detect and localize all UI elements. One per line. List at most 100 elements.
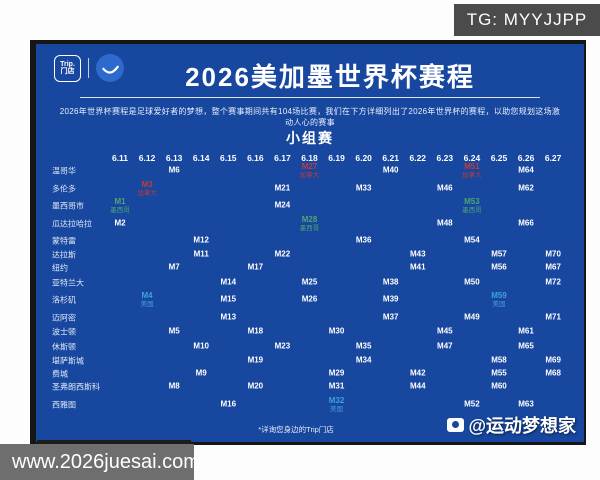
match-cell: M56: [491, 263, 507, 273]
match-label: M33: [355, 183, 372, 193]
footnote: *详询您身边的Trip门店: [258, 425, 334, 434]
match-cell: M41: [410, 263, 426, 273]
match-cell: M8: [168, 381, 180, 392]
date-label: 6.14: [192, 153, 210, 163]
match-cell: M35: [356, 342, 372, 352]
match-label: M21: [274, 183, 291, 193]
city-label: 墨西哥市: [52, 201, 84, 211]
match-cell: M9: [196, 369, 207, 379]
city-label: 费城: [52, 369, 68, 379]
match-label: M19: [247, 355, 264, 365]
match-label: M66: [518, 218, 534, 228]
match-label: M44: [409, 381, 426, 391]
match-label: M65: [518, 341, 534, 351]
match-cell: M47: [437, 342, 453, 352]
match-label: M29: [328, 368, 345, 378]
match-cell: M33: [355, 183, 372, 194]
match-label: M59: [491, 291, 507, 301]
match-label: M8: [168, 381, 180, 391]
match-label: M63: [518, 399, 534, 409]
city-label: 达拉斯: [52, 250, 76, 260]
match-cell: M55: [491, 369, 507, 379]
match-cell: M23: [275, 342, 291, 352]
match-cell: M12: [193, 236, 209, 246]
match-label: M48: [437, 218, 453, 228]
date-label: 6.13: [165, 153, 183, 163]
match-label: M20: [247, 381, 264, 391]
match-cell: M51 加拿大: [462, 162, 482, 179]
date-label: 6.16: [247, 153, 264, 163]
match-label: M42: [409, 368, 426, 378]
match-cell: M70: [545, 250, 561, 260]
match-label: M38: [382, 277, 399, 287]
match-cell: M31: [328, 381, 345, 392]
match-label: M36: [355, 235, 372, 245]
match-cell: M26: [302, 295, 318, 305]
date-label: 6.12: [138, 153, 156, 163]
match-cell: M20: [247, 381, 264, 392]
match-cell: M25: [302, 278, 318, 288]
match-label: M71: [545, 312, 561, 322]
match-label: M31: [328, 381, 345, 391]
match-cell: M16: [220, 399, 237, 410]
url-bar-shadow: [37, 440, 191, 444]
match-cell: M2: [114, 218, 126, 229]
match-cell: M39: [383, 295, 399, 305]
match-cell: M48: [437, 218, 453, 229]
city-label: 波士顿: [52, 327, 76, 337]
match-label: M5: [168, 326, 180, 336]
match-cell: M14: [220, 277, 237, 288]
match-label: M52: [464, 399, 480, 409]
match-cell: M27 加拿大: [299, 162, 320, 179]
match-label: M58: [491, 355, 507, 365]
match-cell: M45: [437, 327, 453, 337]
match-label: M16: [220, 399, 237, 409]
match-cell: M52: [464, 399, 480, 410]
credit-watermark: @运动梦想家: [447, 412, 576, 438]
date-label: 6.21: [382, 153, 399, 163]
url-bar: www.2026juesai.com: [0, 444, 200, 480]
match-cell: M46: [437, 183, 453, 194]
date-label: 6.20: [355, 153, 372, 163]
match-cell: M59 美国: [491, 291, 507, 308]
match-team-label: 美国: [492, 300, 506, 308]
match-label: M64: [518, 165, 534, 175]
match-label: M14: [220, 277, 237, 287]
match-cell: M24: [275, 201, 291, 211]
match-team-label: 加拿大: [462, 171, 482, 179]
match-cell: M19: [247, 355, 264, 366]
match-label: M54: [464, 235, 480, 245]
match-label: M72: [545, 277, 561, 287]
match-cell: M10: [193, 341, 209, 352]
match-cell: M13: [220, 313, 236, 323]
date-label: 6.27: [544, 153, 562, 163]
match-cell: M1 墨西哥: [110, 197, 130, 214]
match-label: M69: [545, 355, 561, 365]
match-cell: M4 美国: [141, 291, 154, 308]
match-team-label: 加拿大: [299, 171, 320, 179]
city-label: 亚特兰大: [52, 278, 84, 288]
date-label: 6.11: [111, 153, 129, 163]
match-label: M50: [464, 277, 480, 287]
match-cell: M71: [545, 312, 561, 323]
match-cell: M40: [383, 166, 399, 176]
city-label: 洛杉矶: [52, 295, 76, 305]
match-label: M43: [409, 249, 426, 259]
match-cell: M67: [545, 263, 561, 273]
match-cell: M42: [409, 368, 426, 379]
match-label: M10: [193, 341, 209, 351]
date-label: 6.22: [409, 153, 427, 163]
match-cell: M32 美国: [329, 396, 345, 413]
trip-badge-text: Trip.: [60, 60, 75, 68]
match-cell: M43: [409, 249, 426, 260]
match-label: M2: [114, 218, 126, 228]
city-label: 瓜达拉哈拉: [52, 219, 92, 229]
stage-label: 小组赛: [286, 130, 334, 146]
tg-watermark-badge: TG: MYYJJPP: [454, 4, 600, 36]
date-label: 6.26: [517, 153, 535, 163]
poster-title: 2026美加墨世界杯赛程: [185, 62, 475, 92]
match-cell: M63: [518, 399, 534, 410]
match-label: M46: [437, 183, 453, 193]
match-cell: M30: [329, 327, 345, 337]
match-cell: M57: [491, 250, 507, 260]
